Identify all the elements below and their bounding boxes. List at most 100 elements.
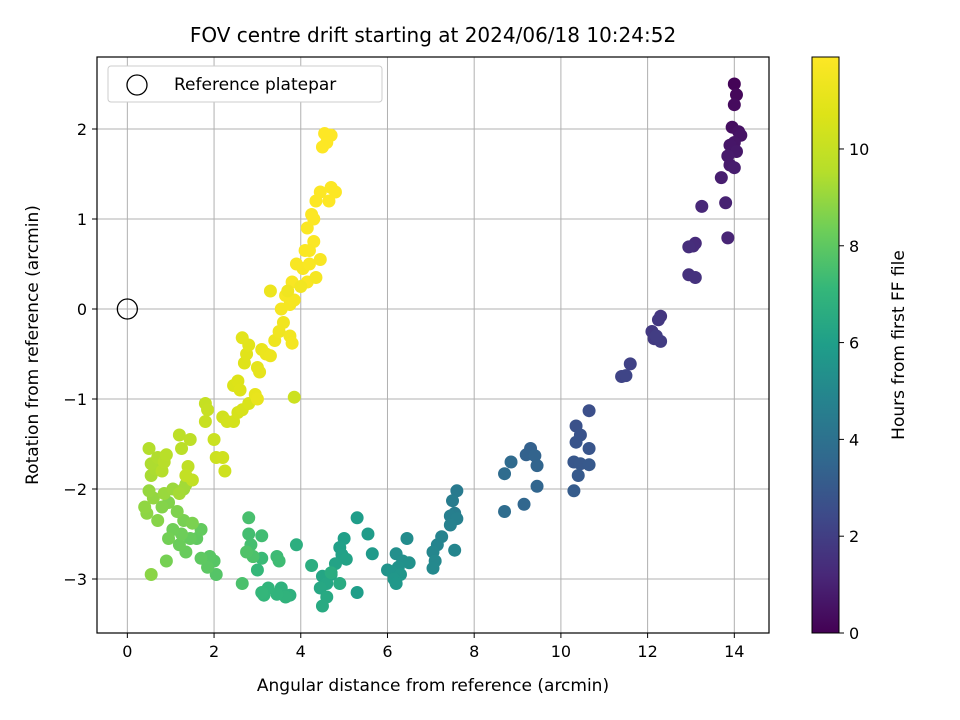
data-point bbox=[313, 185, 327, 199]
data-point bbox=[142, 484, 156, 498]
legend-marker-icon bbox=[126, 74, 148, 96]
data-point bbox=[309, 271, 323, 284]
legend-box bbox=[107, 65, 383, 103]
data-point bbox=[365, 547, 379, 561]
colorbar: 0 2 4 6 8 10 Hours from first FF file bbox=[811, 56, 909, 643]
data-point bbox=[307, 212, 321, 226]
x-tick-label: 4 bbox=[296, 642, 306, 661]
y-tick-label: −2 bbox=[63, 480, 87, 499]
data-point bbox=[255, 586, 269, 599]
data-point bbox=[619, 369, 633, 383]
data-point bbox=[263, 284, 277, 298]
data-point bbox=[144, 568, 158, 581]
data-point bbox=[287, 390, 301, 404]
colorbar-ticks: 0 2 4 6 8 10 bbox=[839, 140, 869, 643]
data-point bbox=[250, 392, 264, 406]
data-point bbox=[350, 586, 364, 599]
data-point bbox=[446, 494, 460, 508]
data-point bbox=[443, 518, 457, 532]
data-point bbox=[569, 435, 583, 449]
data-point bbox=[350, 511, 364, 525]
x-tick-label: 2 bbox=[209, 642, 219, 661]
data-point bbox=[517, 497, 531, 511]
data-point bbox=[285, 336, 299, 350]
data-point bbox=[498, 467, 512, 481]
data-points bbox=[138, 77, 748, 613]
data-point bbox=[201, 403, 215, 417]
legend: Reference platepar bbox=[107, 65, 383, 103]
data-point bbox=[333, 577, 347, 590]
data-point bbox=[218, 464, 232, 478]
data-point bbox=[255, 529, 269, 543]
y-axis-title: Rotation from reference (arcmin) bbox=[23, 205, 43, 485]
x-axis-title: Angular distance from reference (arcmin) bbox=[257, 676, 609, 696]
data-point bbox=[571, 469, 585, 482]
colorbar-tick-label: 2 bbox=[849, 527, 859, 546]
data-point bbox=[402, 556, 416, 570]
data-point bbox=[361, 527, 375, 541]
data-point bbox=[313, 581, 327, 595]
data-point bbox=[155, 500, 169, 514]
data-point bbox=[695, 199, 709, 213]
data-point bbox=[426, 561, 440, 575]
data-point bbox=[294, 280, 308, 293]
data-point bbox=[253, 365, 267, 379]
colorbar-gradient bbox=[811, 56, 840, 634]
data-point bbox=[216, 451, 230, 464]
data-point bbox=[172, 487, 186, 500]
data-point bbox=[209, 568, 223, 581]
data-point bbox=[170, 505, 184, 518]
y-tick-label: −3 bbox=[63, 570, 87, 589]
data-point bbox=[727, 77, 741, 91]
data-point bbox=[151, 514, 165, 527]
data-point bbox=[138, 500, 152, 514]
data-point bbox=[201, 560, 215, 574]
data-point bbox=[162, 532, 176, 545]
x-tick-label: 10 bbox=[551, 642, 571, 661]
data-point bbox=[302, 244, 316, 257]
data-point bbox=[263, 349, 277, 363]
data-point bbox=[504, 455, 518, 469]
data-point bbox=[721, 231, 735, 245]
plot-frame bbox=[96, 56, 770, 634]
data-point bbox=[207, 433, 221, 446]
colorbar-tick-label: 0 bbox=[849, 624, 859, 643]
data-point bbox=[320, 136, 334, 149]
data-point bbox=[300, 221, 314, 235]
y-axis-ticks: −3 −2 −1 0 1 2 bbox=[63, 120, 97, 589]
colorbar-tick-label: 6 bbox=[849, 334, 859, 353]
data-point bbox=[623, 357, 637, 371]
data-point bbox=[233, 383, 247, 397]
data-point bbox=[322, 194, 336, 208]
colorbar-title: Hours from first FF file bbox=[889, 250, 909, 440]
x-axis-ticks: 0 2 4 6 8 10 12 14 bbox=[122, 633, 744, 661]
data-point bbox=[302, 257, 316, 271]
data-point bbox=[651, 313, 665, 327]
data-point bbox=[172, 428, 186, 442]
data-point bbox=[276, 316, 290, 329]
y-tick-label: 0 bbox=[77, 300, 87, 319]
data-point bbox=[313, 253, 327, 266]
data-point bbox=[281, 284, 295, 298]
data-point bbox=[339, 552, 353, 566]
data-point bbox=[389, 577, 403, 590]
data-point bbox=[649, 329, 663, 343]
data-point bbox=[688, 271, 702, 284]
y-tick-label: 2 bbox=[77, 120, 87, 139]
data-point bbox=[315, 599, 329, 613]
data-point bbox=[530, 459, 544, 473]
data-point bbox=[714, 171, 728, 185]
legend-label: Reference platepar bbox=[174, 75, 336, 95]
data-point bbox=[498, 505, 512, 518]
data-point bbox=[240, 545, 254, 559]
data-point bbox=[235, 577, 249, 590]
reference-platepar-marker bbox=[116, 298, 138, 320]
data-point bbox=[400, 532, 414, 545]
data-point bbox=[242, 527, 256, 541]
data-point bbox=[250, 563, 264, 577]
x-tick-label: 0 bbox=[122, 642, 132, 661]
data-point bbox=[305, 559, 319, 572]
data-point bbox=[324, 566, 338, 580]
data-point bbox=[287, 293, 301, 307]
